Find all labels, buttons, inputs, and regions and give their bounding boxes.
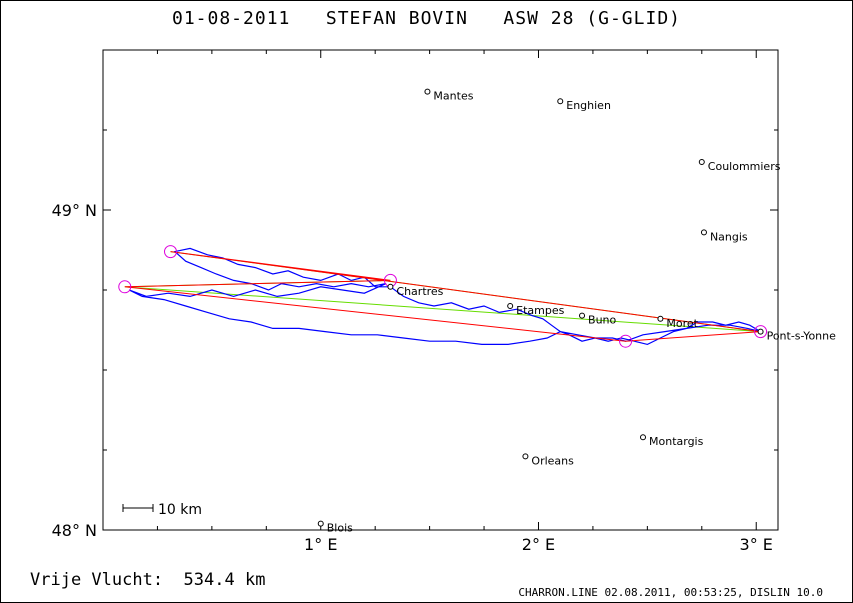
place-label: Mantes [433,90,473,103]
place-label: Enghien [566,99,611,112]
place-label: Pont-s-Yonne [767,330,837,343]
y-tick-label: 48° N [52,521,97,540]
scale-bar: 10 km [122,502,202,518]
place-label: Blois [327,522,353,535]
place-marker [557,98,564,105]
turnpoint-marker [164,245,177,259]
y-tick-label: 49° N [52,201,97,220]
place-marker [424,88,431,95]
place-marker [698,159,705,165]
place-label: Buno [588,314,616,327]
place-label: Moret [666,317,698,330]
place-marker [579,312,586,319]
place-label: Etampes [516,304,564,317]
place-label: Nangis [710,230,748,243]
track-line [128,247,761,346]
source-info: CHARRON.LINE 02.08.2011, 00:53:25, DISLI… [518,586,823,599]
place-marker [387,283,394,290]
turnpoint-marker [118,280,132,294]
task-line-red [124,251,761,342]
place-marker [317,520,324,527]
place-label: Montargis [649,435,704,448]
turnpoint-marker [619,334,633,348]
place-label: Chartres [396,285,443,298]
turnpoint-marker [754,325,768,339]
distance-readout: Vrije Vlucht: 534.4 km [30,570,265,590]
x-tick-label: 3° E [740,535,773,554]
place-marker [640,434,646,441]
place-marker [757,328,764,335]
page-title: 01-08-2011 STEFAN BOVIN ASW 28 (G-GLID) [172,8,681,29]
axis-ticks [103,50,778,530]
task-legs-red [124,251,761,342]
scale-bar-label: 10 km [158,502,202,518]
distance-label: Vrije Vlucht: [30,570,164,590]
place-markers: Mantes Enghien Coulommiers Nangis Chartres Et… [317,88,837,535]
flight-track [128,247,761,346]
place-marker [522,453,529,460]
place-label: Orleans [531,454,574,467]
place-marker [657,315,664,322]
place-label: Coulommiers [708,160,781,173]
x-tick-label: 2° E [522,535,555,554]
place-marker [700,229,707,236]
place-marker [507,303,514,309]
axis-tick-labels: 1° E 2° E 3° E 48° N 49° N [52,201,773,554]
distance-value: 534.4 km [183,570,266,590]
x-tick-label: 1° E [304,535,337,554]
